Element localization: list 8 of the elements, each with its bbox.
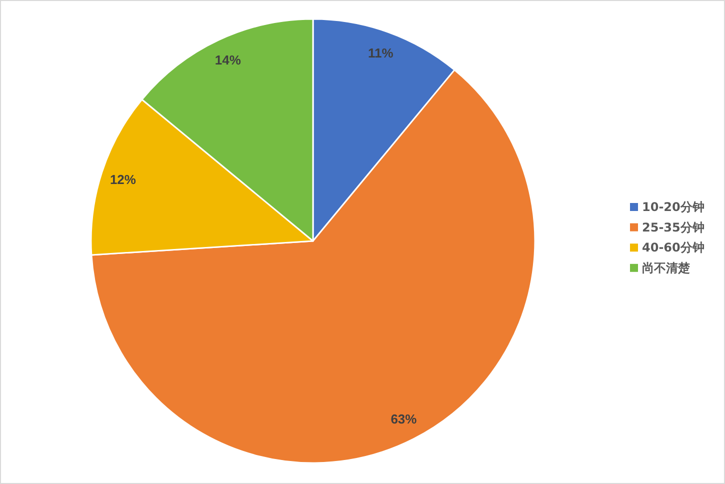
legend-label: 10-20分钟	[642, 200, 704, 214]
data-label: 12%	[110, 172, 136, 187]
data-label: 14%	[214, 52, 242, 68]
legend-label: 40-60分钟	[642, 240, 704, 255]
legend-label: 25-35分钟	[642, 220, 704, 234]
data-label: 11%	[368, 46, 394, 61]
legend-label: 尚不清楚	[642, 260, 691, 275]
data-label: 63%	[390, 412, 418, 427]
